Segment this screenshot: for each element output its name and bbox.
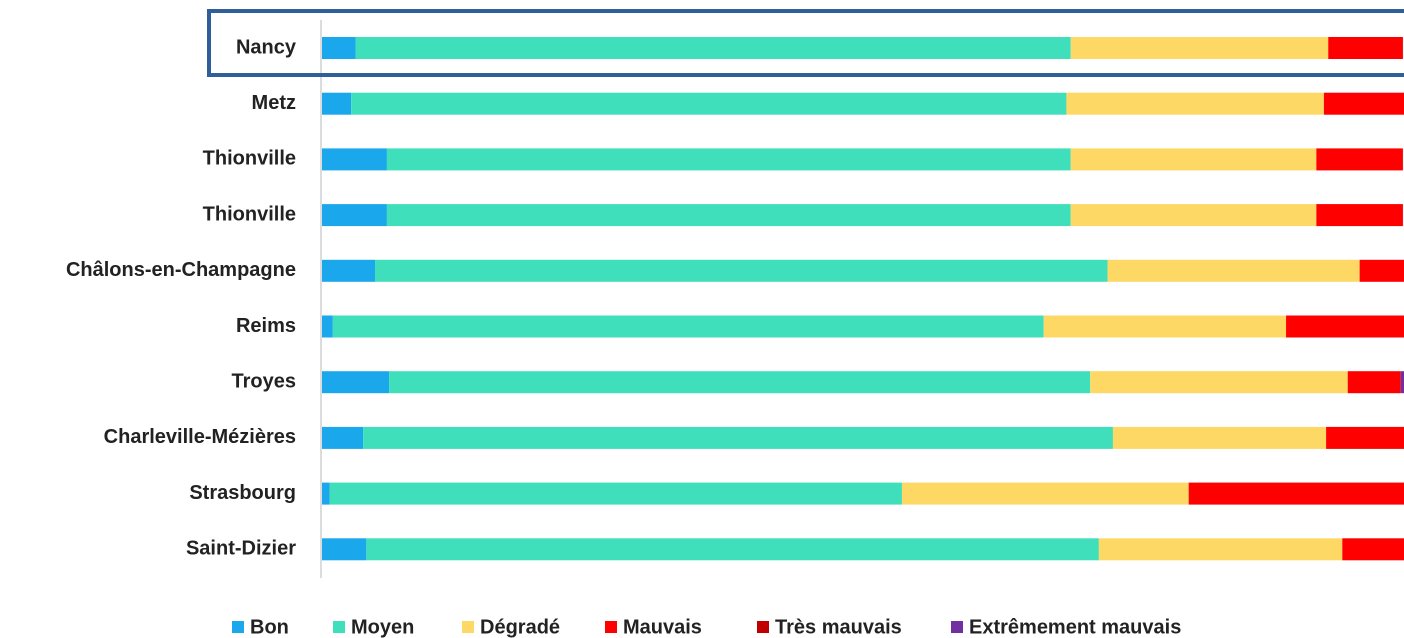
bar-segment [322, 538, 367, 561]
bar-segment [1286, 315, 1404, 338]
y-tick-label: Troyes [232, 370, 296, 392]
bar-segment [322, 482, 330, 505]
bar-segment [355, 37, 1071, 59]
bar-segment [1342, 538, 1404, 561]
y-tick-label: Strasbourg [189, 482, 296, 504]
bar-segment [322, 148, 387, 171]
bar-segment [1070, 204, 1317, 227]
bar-segment [351, 92, 1067, 115]
legend-label: Mauvais [623, 616, 702, 638]
y-tick-label: Metz [252, 92, 296, 114]
bar-segment [386, 204, 1071, 227]
y-tick-label: Nancy [236, 36, 297, 58]
bar-segment [322, 371, 390, 394]
legend-label: Bon [250, 616, 289, 638]
bar-segment [1066, 92, 1324, 115]
legend-swatch [232, 621, 244, 633]
legend-label: Extrêmement mauvais [969, 616, 1181, 638]
bar-segment [1359, 259, 1404, 282]
bar-segment [322, 204, 387, 227]
bar-segment [389, 371, 1091, 394]
bar-segment [1090, 371, 1348, 394]
legend-swatch [951, 621, 963, 633]
bar-segment [1316, 148, 1403, 171]
bar-segment [322, 426, 364, 449]
bar-segment [1328, 37, 1403, 59]
bar-segment [322, 315, 333, 338]
y-tick-label: Châlons-en-Champagne [66, 259, 296, 281]
bar-segment [1400, 371, 1404, 394]
legend-swatch [757, 621, 769, 633]
bar-segment [1098, 538, 1343, 561]
y-tick-label: Thionville [203, 203, 296, 225]
bar-segment [1347, 371, 1401, 394]
bar-segment [1070, 148, 1317, 171]
bar-segment [386, 148, 1071, 171]
y-tick-label: Saint-Dizier [186, 538, 296, 560]
bar-segment [1326, 426, 1404, 449]
legend-label: Moyen [351, 616, 414, 638]
legend-label: Dégradé [480, 616, 560, 638]
highlight-box [207, 9, 1404, 77]
bar-segment [1323, 92, 1404, 115]
bar-segment [366, 538, 1099, 561]
bar-segment [1112, 426, 1327, 449]
legend-label: Très mauvais [775, 616, 902, 638]
bar-segment [332, 315, 1044, 338]
bar-segment [901, 482, 1189, 505]
bar-segment [322, 92, 352, 115]
legend-swatch [333, 621, 345, 633]
y-tick-label: Reims [236, 315, 296, 337]
bar-segment [329, 482, 902, 505]
bar-segment [1107, 259, 1360, 282]
bar-segment [1043, 315, 1287, 338]
legend-swatch [605, 621, 617, 633]
bar-segment [1188, 482, 1404, 505]
bar-segment [363, 426, 1113, 449]
bar-segment [375, 259, 1108, 282]
y-tick-label: Thionville [203, 148, 296, 170]
legend-swatch [462, 621, 474, 633]
bar-segment [322, 37, 356, 59]
bar-segment [322, 259, 376, 282]
bar-segment [1316, 204, 1403, 227]
y-tick-label: Charleville-Mézières [104, 426, 296, 448]
bar-segment [1070, 37, 1329, 59]
